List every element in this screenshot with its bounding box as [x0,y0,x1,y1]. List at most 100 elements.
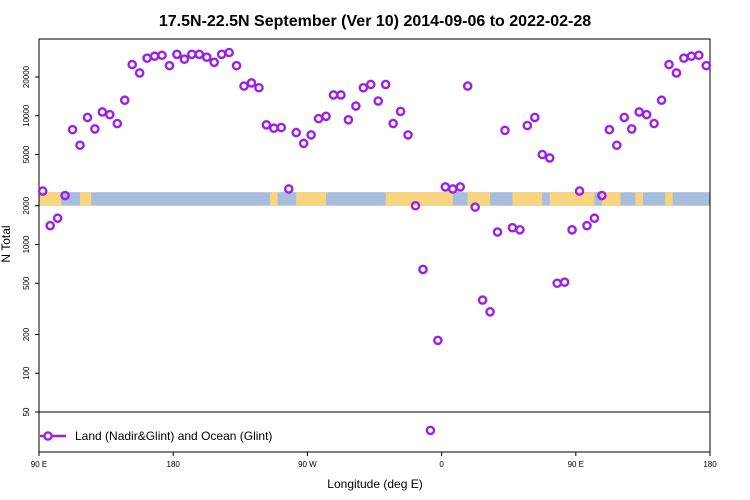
land-segment [467,192,491,206]
data-point [537,149,548,160]
data-point [552,278,562,289]
data-point [589,213,600,224]
y-axis-label: N Total [0,225,13,262]
data-point [470,202,480,212]
data-point [201,52,212,62]
data-point [694,50,704,61]
data-point [164,60,175,71]
x-axis-label: Longitude (deg E) [327,477,422,491]
data-point [283,184,294,194]
x-tick-label: 180 [167,460,181,469]
data-point [224,47,234,58]
plot-frame [38,38,711,453]
data-point [298,138,309,149]
data-point [254,82,264,93]
data-point [112,118,123,129]
data-point [119,95,130,106]
data-point [567,225,577,235]
data-point [679,53,689,63]
land-segment [270,192,278,206]
data-point [410,200,421,211]
data-point [149,51,160,62]
map-band [39,192,710,206]
data-point [246,78,257,88]
data-point [365,79,376,90]
data-point [67,124,78,135]
land-segment [665,192,673,206]
land-segment [549,192,595,206]
data-point [351,101,361,111]
legend: Land (Nadir&Glint) and Ocean (Glint) [40,429,272,443]
data-point [231,60,242,71]
data-point [37,186,48,196]
land-segment [385,192,453,206]
land-segment [635,192,643,206]
data-point [559,277,570,287]
data-point [187,49,197,60]
data-point [261,120,272,130]
data-point [45,220,55,231]
chart-title: 17.5N-22.5N September (Ver 10) 2014-09-0… [159,13,591,30]
data-point [291,127,302,138]
data-point [134,68,145,78]
data-point [418,264,428,275]
data-point [522,120,533,131]
data-point [82,112,93,123]
data-point [127,59,137,70]
data-point [574,186,585,196]
x-tick-label: 90 E [568,460,584,469]
data-point [686,51,697,62]
y-tick-label: 10000 [22,104,31,127]
x-tick-label: 90 E [31,460,47,469]
x-tick-label: 90 W [298,460,317,469]
land-segment [80,192,92,206]
land-segment [39,192,62,206]
data-point [336,90,346,100]
data-point [671,68,682,78]
data-point [172,49,182,60]
data-point [373,96,384,106]
data-point [239,81,249,91]
data-point [649,118,659,129]
data-point [664,59,674,70]
x-tick-label: 180 [703,460,717,469]
data-point [455,182,466,192]
y-tick-label: 20000 [22,65,31,88]
data-point [447,184,458,194]
data-point [582,220,592,231]
data-point [142,53,152,63]
data-point [209,57,220,68]
legend-point-marker [43,431,53,441]
data-point [433,335,443,346]
data-point [544,153,555,163]
data-point [440,182,451,192]
data-point [157,50,167,61]
data-point [634,107,644,117]
data-point [477,295,488,305]
data-point [269,123,279,134]
data-point [701,60,712,71]
y-tick-label: 2000 [22,196,31,214]
y-tick-label: 200 [22,327,31,341]
data-point [313,113,324,124]
data-point [612,140,622,151]
data-point [306,130,316,140]
data-point [597,190,607,201]
data-point [388,118,398,129]
data-point [52,213,63,224]
y-tick-label: 1000 [22,235,31,253]
data-point [328,90,339,100]
data-point [343,115,354,125]
data-point [462,81,473,91]
data-point [485,307,495,317]
data-point [321,111,331,122]
legend-label: Land (Nadir&Glint) and Ocean (Glint) [75,429,272,443]
data-point [619,112,630,123]
data-point [529,112,540,123]
data-point [194,49,205,60]
data-point [492,227,503,237]
data-point [425,425,436,436]
data-point [90,124,100,134]
land-segment [512,192,543,206]
